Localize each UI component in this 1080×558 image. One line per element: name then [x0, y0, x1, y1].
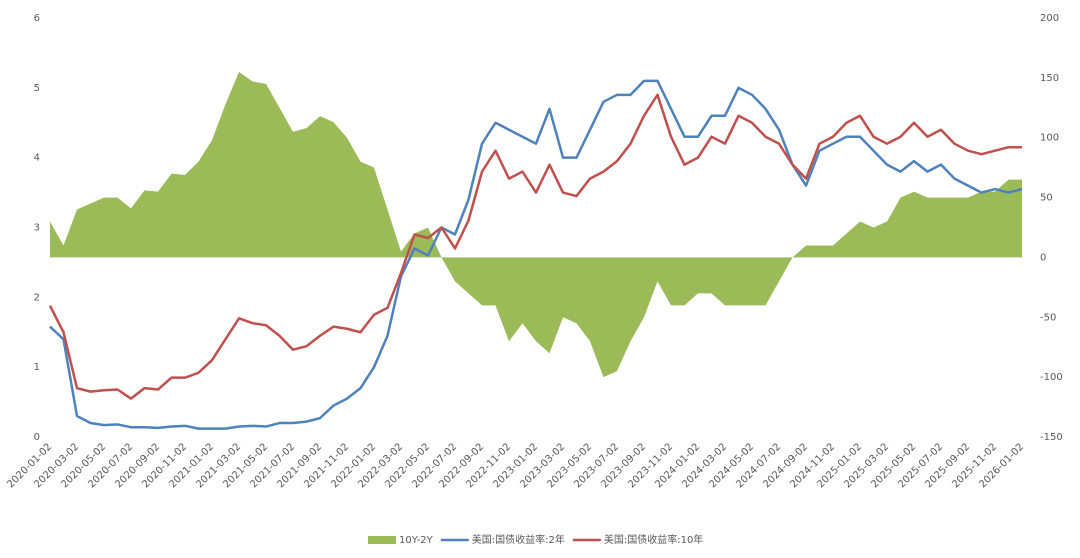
y2-tick-label: 0: [1040, 252, 1046, 263]
y2-tick-label: -150: [1040, 432, 1063, 443]
y-tick-label: 6: [34, 13, 40, 24]
y2-tick-label: -100: [1040, 372, 1063, 383]
y-tick-label: 1: [34, 362, 40, 373]
legend-label: 美国:国债收益率:2年: [472, 533, 565, 546]
spread-area: [50, 71, 1022, 378]
legend-swatch: [368, 536, 396, 544]
y2-tick-label: -50: [1040, 312, 1056, 323]
y2-tick-label: 150: [1040, 73, 1059, 84]
legend-label: 10Y-2Y: [399, 535, 434, 546]
legend: 10Y-2Y 美国:国债收益率:2年 美国:国债收益率:10年: [368, 533, 703, 546]
y-tick-label: 5: [34, 83, 40, 94]
y2-tick-label: 100: [1040, 133, 1059, 144]
yield-line: [49, 79, 1023, 430]
y-tick-label: 4: [34, 153, 40, 164]
yield-line: [48, 93, 1022, 400]
y-tick-label: 0: [34, 432, 40, 443]
y-tick-label: 3: [34, 223, 40, 234]
y-tick-label: 2: [34, 292, 40, 303]
legend-label: 美国:国债收益率:10年: [604, 533, 703, 546]
y2-tick-label: 50: [1040, 193, 1053, 204]
y2-tick-label: 200: [1040, 13, 1059, 24]
